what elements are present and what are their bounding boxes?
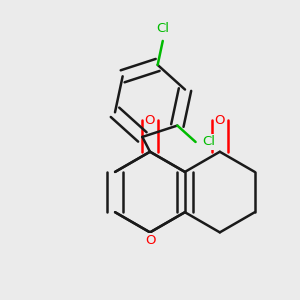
- Text: O: O: [145, 114, 155, 127]
- Text: Cl: Cl: [202, 136, 216, 148]
- Text: O: O: [214, 114, 225, 127]
- Text: O: O: [145, 234, 155, 247]
- Text: Cl: Cl: [156, 22, 169, 34]
